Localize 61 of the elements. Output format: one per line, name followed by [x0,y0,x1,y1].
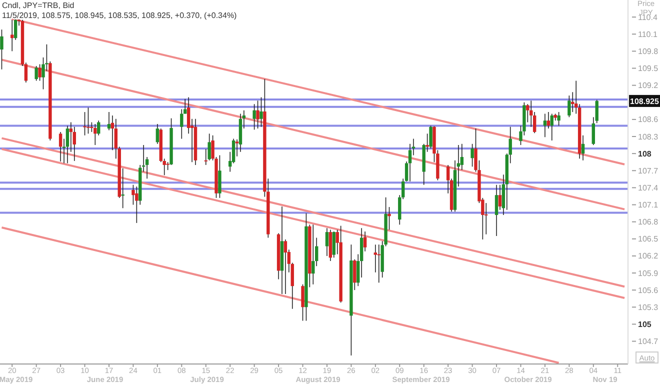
y-tick-label: 105 [638,320,652,329]
candlestick [121,168,124,209]
y-tick-label: 105.3 [638,302,659,312]
candlestick [498,184,502,210]
y-tick-label: 109.5 [638,64,659,74]
candlestick [526,104,530,123]
y-tick-label: 109.2 [638,81,659,90]
candlestick [301,284,304,322]
candlestick [94,124,97,146]
candlestick [543,113,547,138]
candlestick [332,231,336,258]
candlestick [377,244,380,284]
candlestick [550,113,554,141]
candlestick [235,138,239,157]
candlestick [312,224,315,285]
y-tick-label: 106.2 [638,252,659,261]
candlestick [470,143,474,168]
candlestick [58,132,62,162]
candlestick [581,134,585,161]
candlestick [107,112,111,131]
candlestick [218,154,222,198]
y-tick-label: 104.7 [638,337,659,346]
y-tick-label: 108.6 [638,115,659,124]
candlestick [38,64,42,82]
candlestick [135,186,138,224]
y-tick-label: 107.7 [638,166,659,176]
candlestick [66,125,70,164]
candlestick [284,239,288,294]
candlestick [10,20,14,52]
candlestick [72,126,76,162]
y-tick-label: 106.8 [638,218,659,227]
y-tick-label: 105.9 [638,268,659,278]
candlestick [408,143,412,182]
candlestick [256,100,260,129]
y-tick-label: 110.1 [638,30,658,39]
candlestick [204,148,208,166]
chart-title: Cndl, JPY=TRB, Bid [2,1,74,10]
candlestick [86,107,90,134]
candlestick [568,95,571,118]
y-tick-label: 109.8 [638,46,659,56]
y-tick-label: 108.3 [638,132,659,142]
candlestick [494,184,498,236]
y-tick-label: 107.4 [638,183,659,192]
text: 108.925 [630,96,660,106]
candlestick [546,112,550,129]
candlestick [557,112,560,126]
candlestick [429,125,432,149]
candlestick [426,133,429,152]
candlestick [388,206,391,230]
candlestick [252,104,256,130]
y-tick-label: 106.5 [638,234,659,244]
candlestick [208,133,211,161]
candlestick [325,228,329,256]
y-tick-label: 105.6 [638,286,659,295]
candlestick [0,29,4,70]
candlestick [260,96,263,128]
candlestick [83,112,86,136]
candlestick [180,108,184,140]
y-tick-label: 108 [638,149,652,158]
candlestick [34,66,38,82]
y-tick-label: 107.1 [638,200,659,210]
